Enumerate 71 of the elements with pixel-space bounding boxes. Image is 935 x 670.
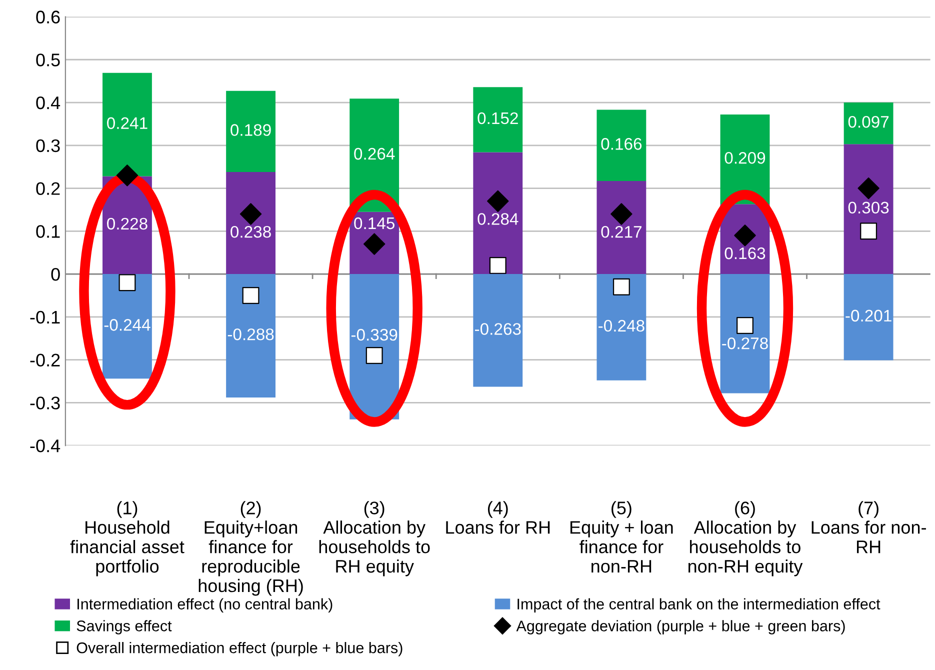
point	[489, 256, 506, 274]
data-label: -0.263	[475, 323, 521, 335]
data-label: -0.339	[351, 328, 398, 341]
y-tick-label: -0.2	[30, 354, 60, 367]
bar	[102, 274, 152, 379]
point	[366, 347, 383, 364]
bar	[596, 274, 646, 380]
data-label: 0.264	[354, 148, 395, 160]
bar	[473, 274, 523, 387]
bar	[102, 72, 152, 176]
bar	[473, 152, 523, 274]
data-label: -0.288	[228, 328, 274, 340]
y-tick-label: -0.1	[30, 310, 60, 324]
bar	[226, 172, 276, 274]
x-tick-label: (5) Equity + loan finance for non-RH	[570, 501, 673, 573]
data-label: 0.189	[230, 124, 271, 136]
point	[860, 222, 878, 240]
data-label: 0.166	[601, 138, 642, 150]
bar	[720, 274, 770, 394]
y-tick-label: 0.1	[36, 225, 60, 238]
data-label: 0.163	[724, 247, 766, 260]
x-tick-label: (1) Household financial asset portfolio	[70, 501, 184, 576]
point	[116, 164, 138, 186]
point	[736, 317, 754, 334]
x-tick-label: (3) Allocation by households to RH equity	[319, 501, 430, 576]
x-tick-label: (7) Loans for non- RH	[812, 501, 926, 554]
point	[240, 203, 262, 225]
data-label: -0.244	[104, 319, 150, 331]
data-label: 0.238	[230, 226, 271, 238]
point	[858, 177, 880, 200]
point	[487, 190, 509, 212]
y-tick-label: 0.5	[36, 54, 60, 66]
bar	[596, 180, 646, 274]
bar	[473, 87, 523, 152]
data-label: 0.241	[107, 117, 148, 130]
bar	[844, 274, 894, 360]
data-label: 0.284	[478, 213, 518, 225]
y-tick-label: 0.4	[36, 96, 60, 110]
legend-label: Overall intermediation effect (purple + blue bars)	[76, 642, 402, 656]
data-label: 0.152	[478, 112, 518, 124]
data-label: 0.217	[601, 226, 642, 238]
y-tick-label: 0.6	[36, 10, 60, 24]
point	[242, 286, 260, 304]
y-tick-label: 0	[51, 268, 60, 281]
data-label: 0.209	[724, 152, 766, 164]
bar	[226, 90, 276, 172]
y-tick-label: -0.4	[30, 439, 60, 452]
x-tick-label: (2) Equity+loan finance for reproducible housing (RH)	[198, 501, 303, 596]
y-tick-label: 0.2	[36, 182, 60, 195]
legend-label: Savings effect	[76, 620, 172, 634]
data-label: 0.303	[848, 202, 889, 214]
bar	[844, 144, 894, 274]
y-tick-label: -0.3	[30, 396, 60, 410]
y-tick-label: 0.3	[36, 139, 60, 152]
point	[118, 274, 136, 292]
data-label: 0.145	[354, 217, 394, 230]
bar	[226, 274, 276, 398]
x-tick-label: (4) Loans for RH	[446, 501, 550, 534]
data-label: 0.097	[848, 116, 889, 128]
x-tick-label: (6) Allocation by households to non-RH equity	[688, 501, 803, 576]
legend-label: Impact of the central bank on the intermediation effect	[518, 598, 880, 612]
data-label: -0.201	[846, 310, 892, 322]
point	[612, 278, 630, 296]
bar	[844, 102, 894, 144]
legend-label: Intermediation effect (no central bank)	[78, 598, 332, 612]
data-label: -0.248	[598, 320, 644, 332]
data-label: 0.228	[107, 218, 148, 230]
point	[610, 203, 632, 225]
legend-label: Aggregate deviation (purple + blue + green bars)	[516, 620, 845, 634]
data-label: -0.278	[722, 337, 768, 350]
bar	[596, 110, 646, 181]
